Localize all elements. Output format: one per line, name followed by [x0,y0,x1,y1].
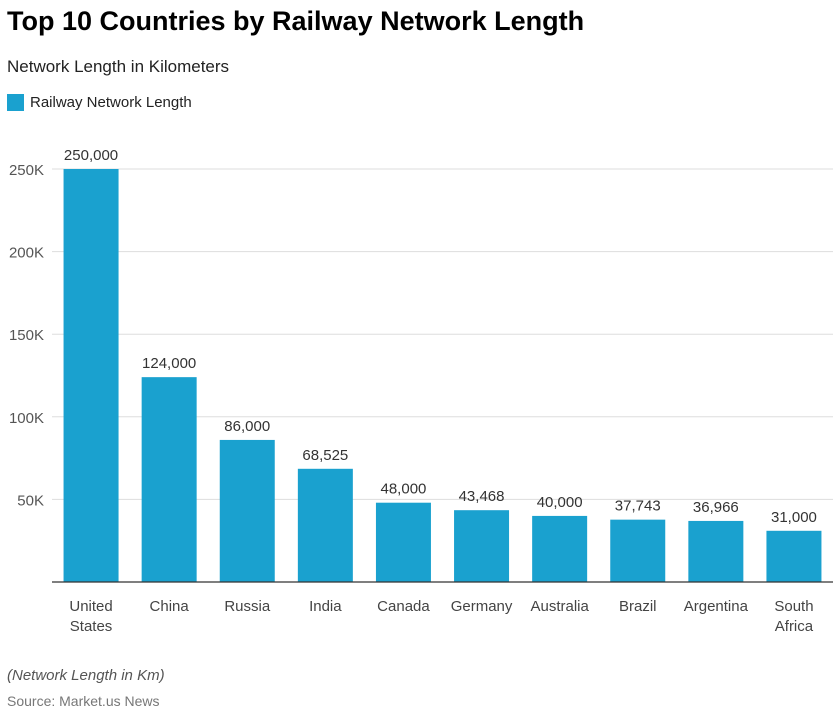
bar [766,530,822,582]
y-tick-label: 200K [9,245,44,262]
legend: Railway Network Length [7,94,192,111]
x-tick-label: States [70,618,113,635]
legend-swatch [7,94,24,111]
bar [532,515,588,582]
chart-source: Source: Market.us News [7,693,160,709]
data-label: 37,743 [615,498,661,515]
x-tick-label: United [69,598,112,615]
chart-title: Top 10 Countries by Railway Network Leng… [7,6,585,36]
x-tick-label: India [309,598,342,615]
x-tick-label: South [774,598,813,615]
chart-note: (Network Length in Km) [7,667,165,684]
data-label: 40,000 [537,494,583,511]
bar [454,510,510,582]
data-label: 48,000 [381,481,427,498]
data-label: 86,000 [224,418,270,435]
x-tick-label: Argentina [684,598,749,615]
x-tick-label: Russia [224,598,271,615]
x-tick-label: Australia [530,598,589,615]
bar [141,377,197,582]
bar [63,169,119,582]
chart-subtitle: Network Length in Kilometers [7,57,230,76]
y-tick-label: 100K [9,410,44,427]
data-label: 43,468 [459,488,505,505]
y-tick-label: 50K [17,492,44,509]
x-tick-label: Germany [451,598,513,615]
bar [297,468,353,582]
data-label: 36,966 [693,499,739,516]
x-tick-label: Africa [775,618,814,635]
x-tick-label: China [150,598,190,615]
data-label: 31,000 [771,509,817,526]
bar [375,502,431,582]
bar [688,520,744,582]
bar [219,439,275,582]
data-label: 68,525 [302,447,348,464]
x-tick-label: Brazil [619,598,657,615]
y-tick-label: 250K [9,162,44,179]
data-label: 124,000 [142,355,196,372]
x-tick-label: Canada [377,598,430,615]
y-tick-label: 150K [9,327,44,344]
data-label: 250,000 [64,147,118,164]
bar [610,519,666,582]
legend-label: Railway Network Length [30,94,192,111]
